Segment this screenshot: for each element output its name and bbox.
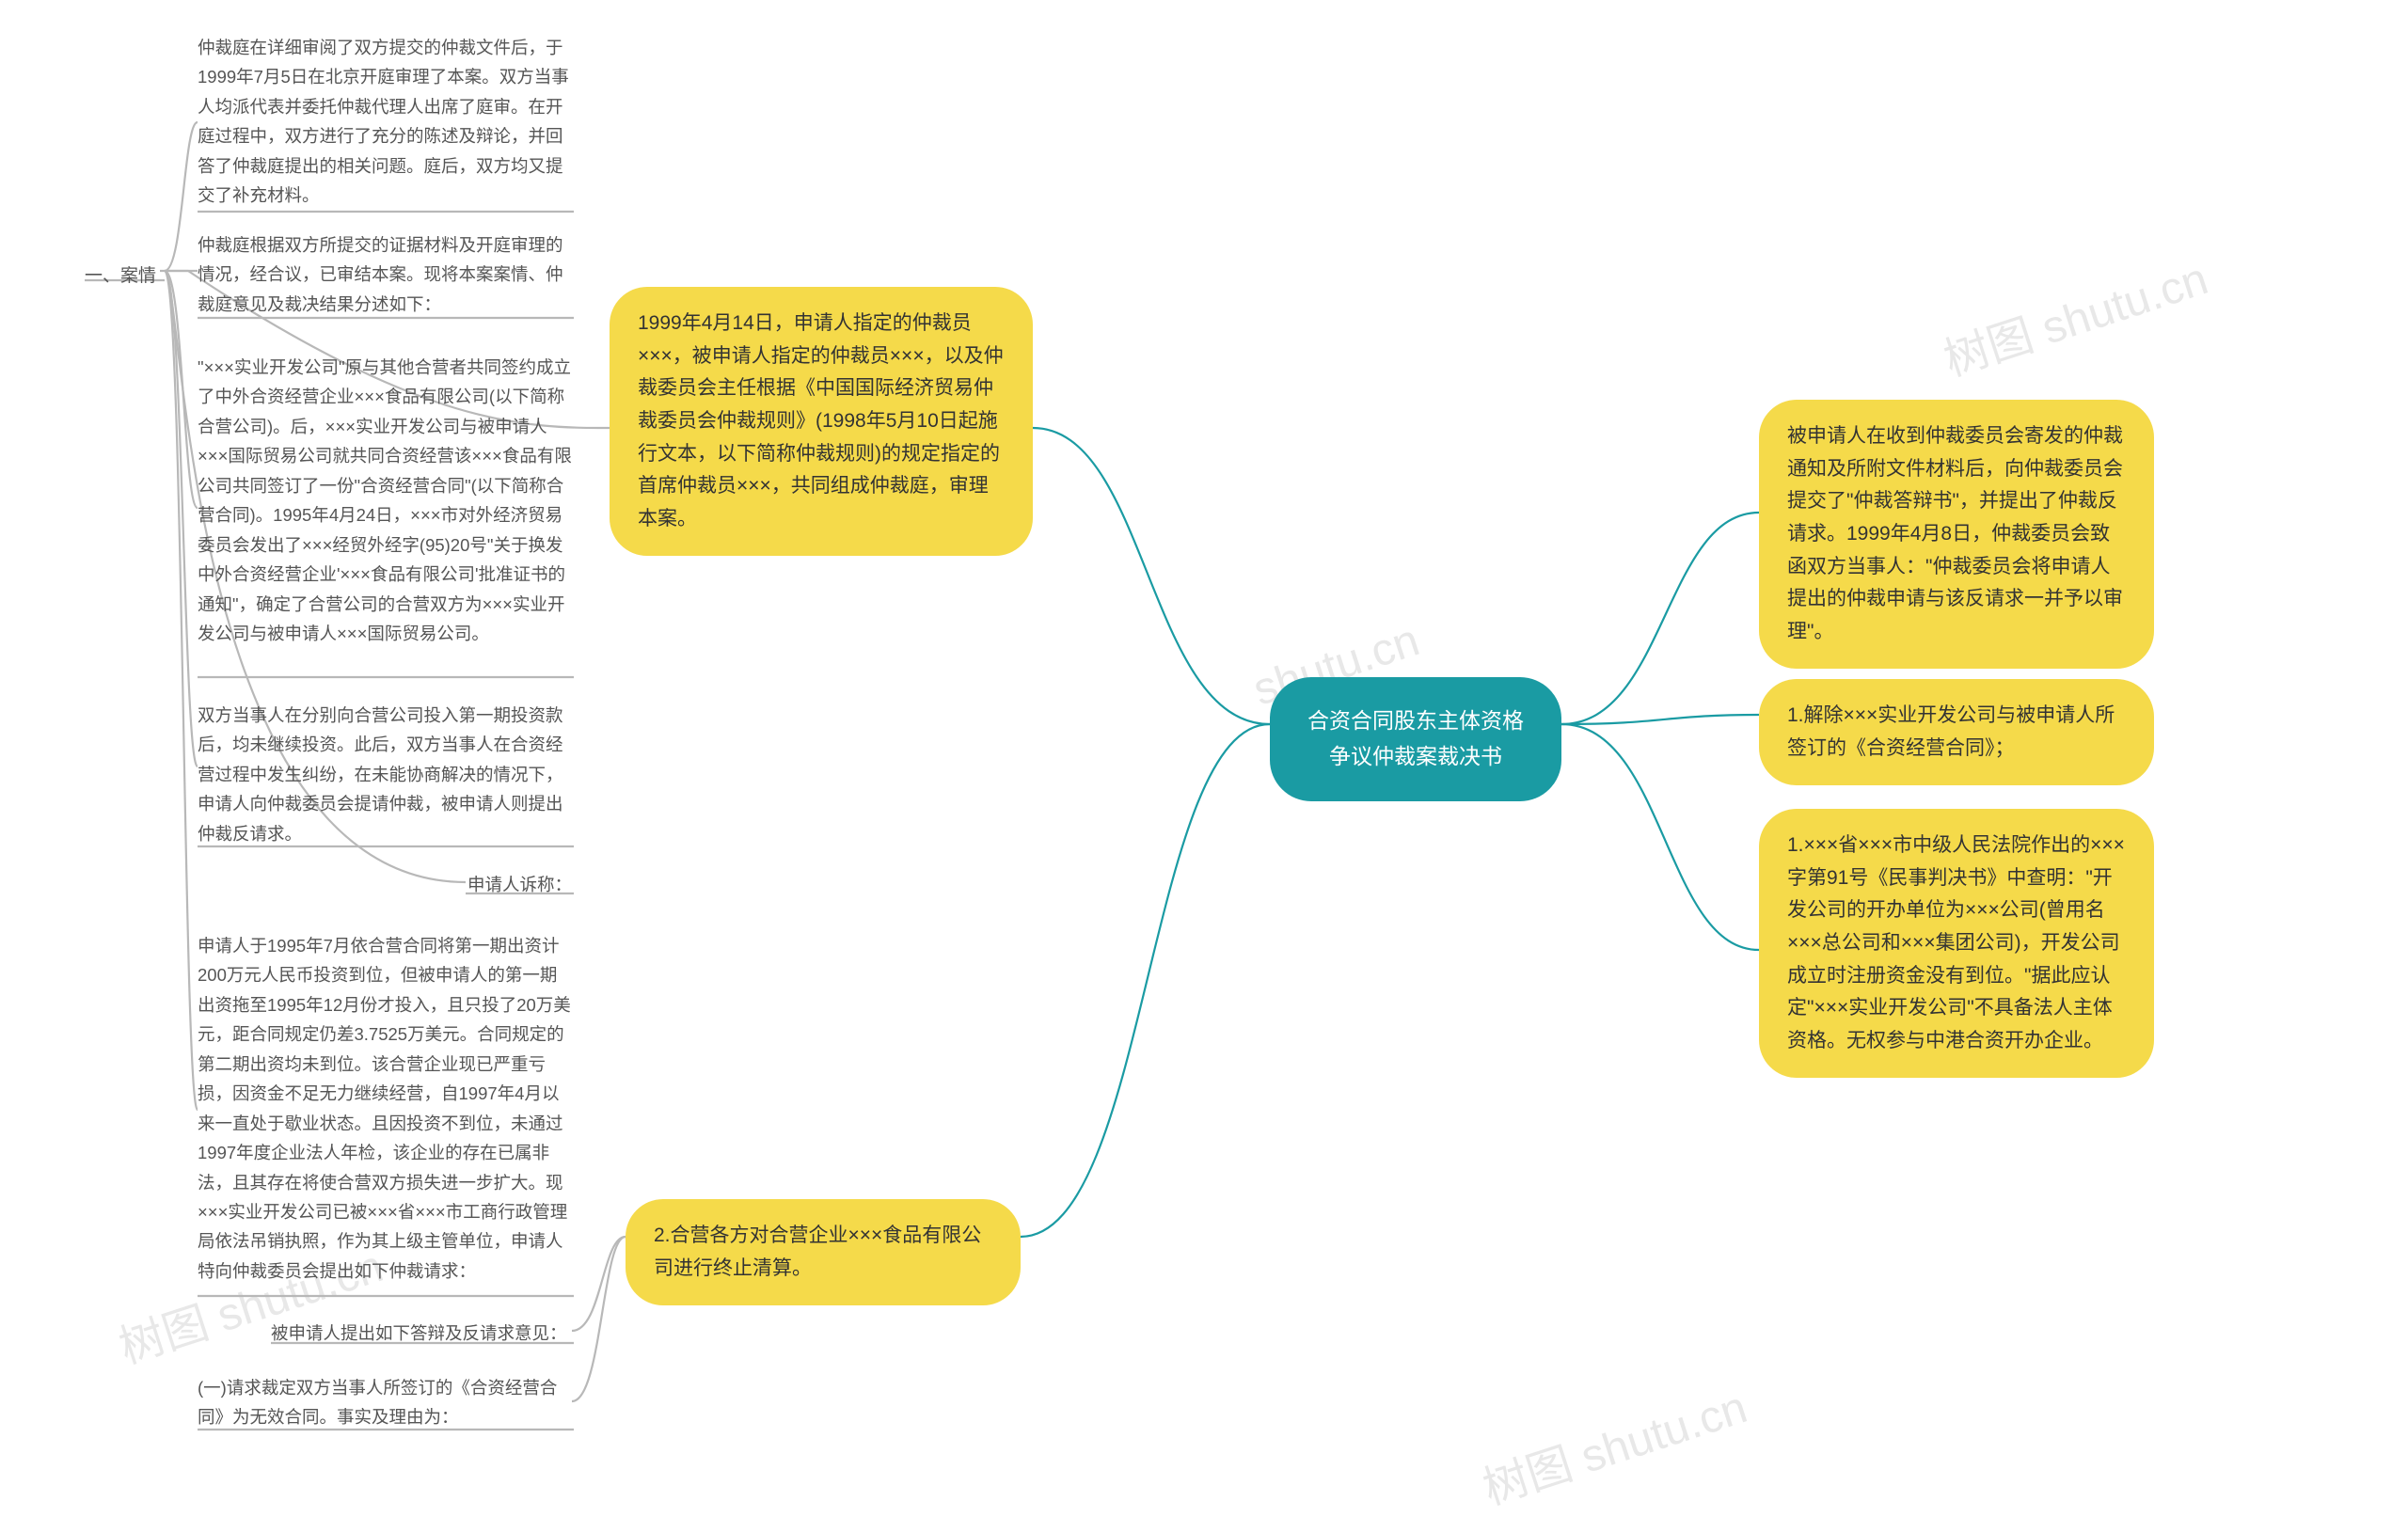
leaf-8: (一)请求裁定双方当事人所签订的《合资经营合同》为无效合同。事实及理由为： <box>198 1373 574 1432</box>
node-left-top: 1999年4月14日，申请人指定的仲裁员×××，被申请人指定的仲裁员×××，以及… <box>610 287 1033 556</box>
watermark: 树图 shutu.cn <box>1473 1370 1753 1517</box>
connector <box>165 271 198 508</box>
connector <box>165 271 198 1110</box>
node-left-bottom: 2.合营各方对合营企业×××食品有限公司进行终止清算。 <box>626 1199 1021 1305</box>
leaf-6: 申请人于1995年7月依合营合同将第一期出资计200万元人民币投资到位，但被申请… <box>198 931 574 1286</box>
connector <box>1561 724 1759 950</box>
leaf-1: 仲裁庭在详细审阅了双方提交的仲裁文件后，于1999年7月5日在北京开庭审理了本案… <box>198 33 574 211</box>
connector <box>1561 513 1759 724</box>
watermark: 树图 shutu.cn <box>1934 242 2214 388</box>
node-right-3: 1.×××省×××市中级人民法院作出的×××字第91号《民事判决书》中查明："开… <box>1759 809 2154 1078</box>
leaf-3: "×××实业开发公司"原与其他合营者共同签约成立了中外合资经营企业×××食品有限… <box>198 353 574 648</box>
node-right-1: 被申请人在收到仲裁委员会寄发的仲裁通知及所附文件材料后，向仲裁委员会提交了"仲裁… <box>1759 400 2154 669</box>
center-node: 合资合同股东主体资格争议仲裁案裁决书 <box>1270 677 1561 801</box>
connector <box>165 122 198 271</box>
connector <box>1033 428 1270 724</box>
leaf-4: 双方当事人在分别向合营公司投入第一期投资款后，均未继续投资。此后，双方当事人在合… <box>198 701 574 848</box>
connector <box>572 1237 626 1331</box>
connector <box>1021 724 1270 1237</box>
leaf-2: 仲裁庭根据双方所提交的证据材料及开庭审理的情况，经合议，已审结本案。现将本案案情… <box>198 230 574 319</box>
section-label: 一、案情 <box>85 261 156 287</box>
connector <box>1561 715 1759 724</box>
connector <box>165 271 198 766</box>
leaf-7: 被申请人提出如下答辩及反请求意见： <box>271 1319 610 1348</box>
node-right-2: 1.解除×××实业开发公司与被申请人所签订的《合资经营合同》； <box>1759 679 2154 785</box>
leaf-5: 申请人诉称： <box>467 870 656 899</box>
